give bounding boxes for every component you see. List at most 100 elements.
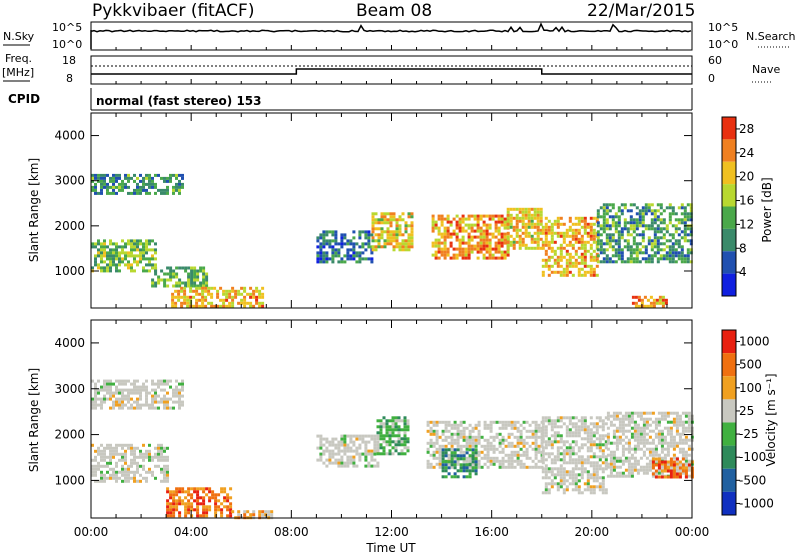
power-data-cell [623,221,627,225]
velocity-data-cell [337,443,341,447]
velocity-data-cell [636,429,640,433]
power-data-cell [629,218,633,222]
power-data-cell [638,224,642,228]
power-data-cell [641,212,645,216]
velocity-data-cell [196,508,200,512]
velocity-data-cell [456,454,460,458]
velocity-data-cell [465,463,469,467]
power-data-cell [186,304,190,308]
power-data-cell [536,222,540,226]
power-data-cell [383,230,387,234]
velocity-data-cell [678,460,682,464]
power-data-cell [374,212,378,216]
velocity-data-cell [687,459,691,463]
velocity-data-cell [501,435,505,439]
power-data-cell [395,221,399,225]
power-data-cell [488,244,492,248]
power-data-cell [94,242,97,246]
power-data-cell [689,239,693,243]
power-data-cell [319,260,323,264]
power-data-cell [515,219,519,223]
velocity-data-cell [651,411,655,415]
velocity-data-cell [136,470,139,474]
velocity-data-cell [553,431,557,435]
velocity-data-cell [100,470,103,474]
velocity-data-cell [166,397,169,401]
velocity-data-cell [612,462,616,466]
velocity-data-cell [663,447,667,451]
velocity-data-cell [601,467,605,471]
velocity-data-cell [586,470,590,474]
power-data-cell [431,226,435,230]
velocity-data-cell [544,458,548,462]
power-data-cell [374,233,378,237]
power-data-cell [216,304,220,308]
power-data-cell [401,242,405,246]
velocity-data-cell [154,476,157,480]
velocity-data-cell [346,455,350,459]
power-data-cell [205,272,209,276]
power-data-cell [664,298,668,302]
velocity-data-cell [678,423,682,427]
velocity-data-cell [166,487,170,491]
velocity-data-cell [541,455,545,459]
velocity-data-cell [190,493,194,497]
power-data-cell [614,251,618,255]
power-data-cell [527,234,531,238]
velocity-data-cell [601,434,605,438]
power-data-cell [395,245,399,249]
power-data-cell [626,245,630,249]
power-data-cell [467,235,471,239]
velocity-data-cell [166,406,169,410]
power-data-cell [674,242,678,246]
velocity-data-cell [639,417,643,421]
velocity-data-cell [130,464,133,468]
velocity-data-cell [681,441,685,445]
power-data-cell [680,257,684,261]
velocity-data-cell [663,435,667,439]
velocity-data-cell [636,432,640,436]
power-data-cell [662,233,666,237]
velocity-data-cell [657,435,661,439]
velocity-data-cell [645,456,649,460]
velocity-data-cell [468,432,472,436]
velocity-data-cell [559,437,563,441]
velocity-data-cell [666,450,670,454]
velocity-data-cell [465,451,469,455]
power-data-cell [596,260,600,264]
power-data-cell [133,245,136,249]
power-data-cell [189,301,193,305]
power-data-cell [124,176,127,180]
power-data-cell [118,173,121,177]
velocity-data-cell [109,473,112,477]
power-data-cell [446,220,450,224]
velocity-data-cell [474,469,478,473]
power-data-cell [437,238,441,242]
power-data-cell [620,254,624,258]
velocity-data-cell [657,432,661,436]
velocity-data-cell [672,435,676,439]
velocity-data-cell [115,385,118,389]
power-data-cell [559,216,563,220]
power-data-cell [683,233,687,237]
power-data-cell [617,239,621,243]
power-data-cell [184,284,188,288]
velocity-data-cell [525,450,529,454]
power-data-cell [103,269,106,273]
velocity-data-cell [166,505,170,509]
velocity-data-cell [319,437,323,441]
velocity-data-cell [684,426,688,430]
velocity-data-cell [477,450,481,454]
velocity-data-cell [450,423,454,427]
velocity-data-cell [205,505,209,509]
velocity-data-cell [571,488,575,492]
power-data-cell [659,230,663,234]
power-data-cell [605,227,609,231]
velocity-data-cell [519,459,523,463]
velocity-data-cell [534,420,538,424]
velocity-data-cell [352,434,356,438]
velocity-data-cell [444,463,448,467]
velocity-data-cell [513,453,517,457]
power-data-cell [410,242,414,246]
velocity-data-cell [666,475,670,479]
